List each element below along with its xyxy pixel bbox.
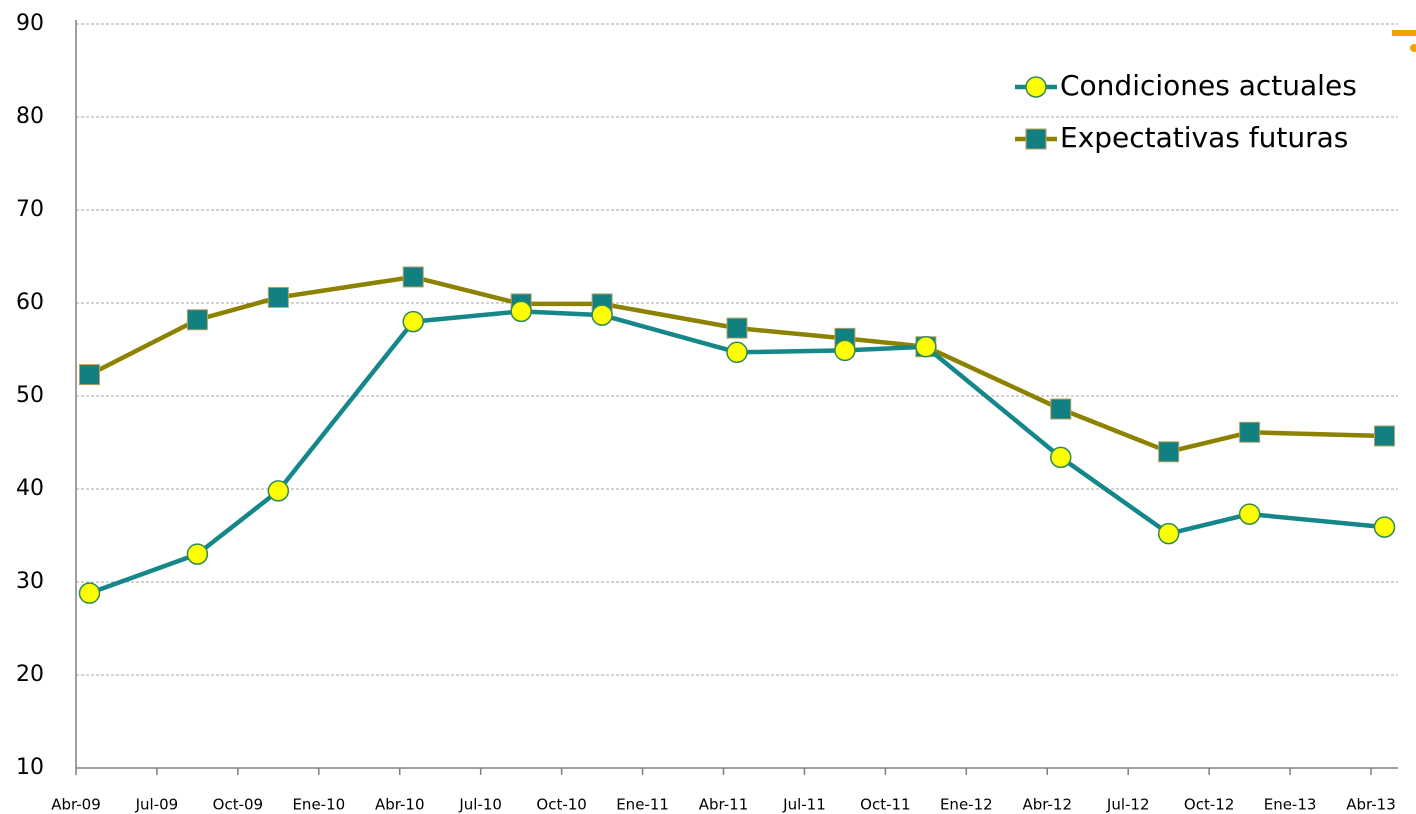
data-point [78, 582, 101, 604]
data-point [510, 300, 532, 323]
y-tick-label: 20 [16, 662, 44, 687]
data-point [186, 543, 209, 565]
y-tick-label: 70 [16, 197, 44, 222]
data-point [1373, 516, 1396, 538]
data-point [402, 310, 424, 333]
y-tick-label: 80 [16, 104, 44, 129]
data-point [1239, 421, 1261, 443]
x-tick-label: Abr-13 [1346, 796, 1396, 814]
y-tick-label: 40 [16, 476, 44, 501]
x-tick-label: Oct-09 [213, 796, 263, 814]
x-tick-label: Oct-11 [860, 796, 910, 814]
icon-bar [1392, 30, 1416, 36]
x-tick-label: Oct-12 [1184, 796, 1234, 814]
x-tick-label: Jul-11 [782, 796, 826, 814]
legend-marker [1025, 76, 1047, 98]
data-point [1157, 522, 1180, 545]
data-point [267, 286, 289, 308]
y-tick-label: 90 [16, 11, 44, 36]
x-tick-label: Ene-11 [616, 796, 669, 814]
x-tick-label: Jul-12 [1106, 796, 1150, 814]
data-point [1374, 425, 1396, 447]
x-tick-label: Oct-10 [536, 796, 586, 814]
y-tick-label: 30 [16, 569, 44, 594]
legend-label: Condiciones actuales [1060, 69, 1357, 102]
data-point [78, 364, 100, 386]
icon-dot [1410, 44, 1416, 52]
data-point [834, 339, 856, 362]
x-tick-label: Ene-12 [940, 796, 993, 814]
x-tick-label: Abr-09 [51, 796, 101, 814]
x-tick-label: Jul-09 [135, 796, 179, 814]
x-tick-label: Ene-10 [292, 796, 345, 814]
x-tick-label: Abr-10 [375, 796, 425, 814]
x-tick-label: Jul-10 [458, 796, 502, 814]
data-point [1050, 398, 1072, 420]
data-point [1238, 503, 1261, 525]
data-point [402, 266, 424, 288]
y-tick-label: 50 [16, 383, 44, 408]
data-point [1050, 446, 1072, 469]
legend-marker [1025, 128, 1047, 150]
x-tick-label: Abr-12 [1023, 796, 1073, 814]
data-point [267, 480, 290, 502]
data-point [726, 341, 748, 364]
data-point [726, 317, 748, 339]
data-point [915, 335, 937, 358]
y-tick-label: 10 [16, 755, 44, 780]
data-point [186, 309, 208, 331]
legend: Condiciones actuales Expectativas futuras [1015, 69, 1357, 154]
y-tick-label: 60 [16, 290, 44, 315]
data-point [1158, 441, 1180, 463]
legend-label: Expectativas futuras [1060, 121, 1348, 154]
x-tick-label: Ene-13 [1264, 796, 1317, 814]
data-point [591, 304, 613, 326]
x-tick-label: Abr-11 [699, 796, 749, 814]
corner-icon [1392, 30, 1416, 52]
